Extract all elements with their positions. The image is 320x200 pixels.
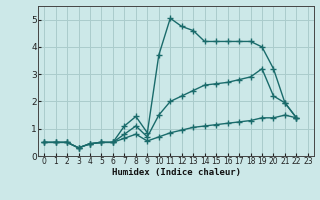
- X-axis label: Humidex (Indice chaleur): Humidex (Indice chaleur): [111, 168, 241, 177]
